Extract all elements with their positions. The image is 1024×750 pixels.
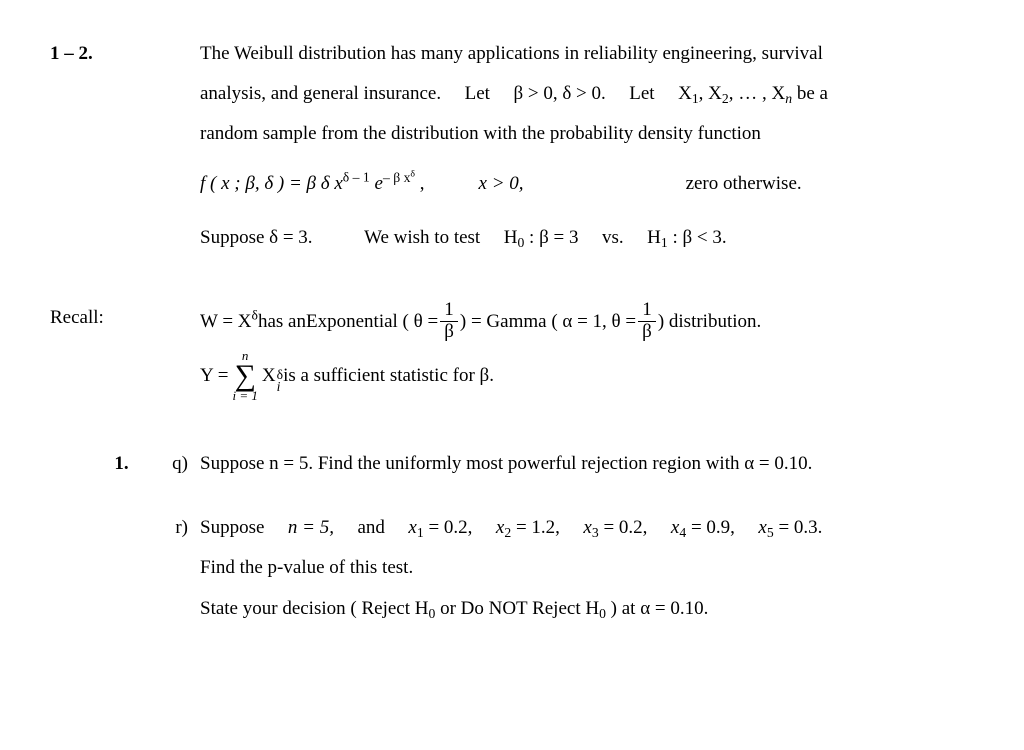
pdf-cond: x > 0, [479,166,524,202]
gamma-text: ) = Gamma ( α = 1, θ = [460,304,636,340]
sum-lower: i = 1 [232,389,257,402]
pdf-e: e [370,173,383,194]
label-r: r) [175,517,188,538]
pdf-exp2sup: δ [410,168,415,179]
r-l1b: n = 5, [288,517,334,538]
r-line3: State your decision ( Reject H 0 or Do NO… [200,591,974,627]
frac2: 1 β [638,300,656,343]
r-l3-sub0b: 0 [599,606,606,621]
part-r-row: r) Suppose n = 5, and x1 = 0.2, x2 = 1.2… [50,510,974,630]
recall-label: Recall: [50,300,200,336]
seq-x2: , X [699,83,722,104]
has-an: has an [258,304,306,340]
suppose-b: We wish to test [364,227,480,248]
h1-body: : β < 3. [668,227,727,248]
x1s: 1 [417,525,424,540]
pdf-exp1: δ – 1 [343,170,370,185]
intro-line1: The Weibull distribution has many applic… [200,36,974,72]
seq-dots: , … , X [729,83,785,104]
recall-body: W = Xδ has an Exponential ( θ = 1 β ) = … [200,300,974,406]
xi-x: X [262,365,276,386]
recall-row: Recall: W = Xδ has an Exponential ( θ = … [50,300,974,406]
vs: vs. [602,227,624,248]
x3v: = 0.2, [599,517,648,538]
sum-symbol: n ∑ i = 1 [232,349,257,402]
h0-h: H [504,227,518,248]
intro-line2-let2: Let [629,83,654,104]
h1-sub: 1 [661,235,668,250]
h1: H1 : β < 3. [647,227,727,248]
r-l1c: and [357,517,384,538]
h1-h: H [647,227,661,248]
intro-line2-let: Let [465,83,490,104]
x5s: 5 [767,525,774,540]
seq-x1: X [678,83,692,104]
r-l3a: State your decision ( Reject H [200,598,428,619]
label-q: q) [172,453,188,474]
problem-intro: The Weibull distribution has many applic… [200,36,974,260]
xi-term: Xδi [262,358,283,394]
x3s: 3 [592,525,599,540]
pdf-comma: , [420,173,425,194]
intro-line3: random sample from the distribution with… [200,116,974,152]
frac2-den: β [638,322,656,343]
r-l3c: ) at α = 0.10. [606,598,708,619]
problem-number: 1 – 2. [50,36,200,72]
part-q-body: Suppose n = 5. Find the uniformly most p… [200,446,974,482]
w-pre: W = X [200,311,252,332]
frac1-den: β [440,322,458,343]
part-q-row: 1. q) Suppose n = 5. Find the uniformly … [50,446,974,482]
intro-seq: X1, X2, … , Xn [678,83,797,104]
pdf-fx: f ( x ; β, δ ) = β δ x [200,173,343,194]
intro-line2a: analysis, and general insurance. [200,83,441,104]
part-r-label: r) [50,510,200,546]
r-l1a: Suppose [200,517,264,538]
x1l: x [408,517,416,538]
frac2-num: 1 [638,300,656,322]
intro-seq-tail: be a [797,83,828,104]
recall-w: W = Xδ has an Exponential ( θ = 1 β ) = … [200,300,974,343]
exp-text: Exponential ( θ = [306,304,438,340]
x4v: = 0.9, [686,517,735,538]
x2v: = 1.2, [511,517,560,538]
label-one: 1. [114,453,128,474]
r-line1: Suppose n = 5, and x1 = 0.2, x2 = 1.2, x… [200,510,974,546]
part-q-label: 1. q) [50,446,200,482]
pdf-exp2: – β x [383,170,410,185]
suff-text: is a sufficient statistic for β. [283,358,494,394]
frac1: 1 β [440,300,458,343]
intro-cond: β > 0, δ > 0. [513,83,605,104]
pdf-line: f ( x ; β, δ ) = β δ xδ – 1 e– β xδ , x … [200,166,974,202]
y-pre: Y = [200,358,228,394]
x5v: = 0.3. [774,517,823,538]
part-r-body: Suppose n = 5, and x1 = 0.2, x2 = 1.2, x… [200,510,974,630]
suppose-line: Suppose δ = 3. We wish to test H0 : β = … [200,220,974,256]
x3l: x [583,517,591,538]
h0-body: : β = 3 [524,227,578,248]
frac1-num: 1 [440,300,458,322]
h0: H0 : β = 3 [504,227,584,248]
intro-line2: analysis, and general insurance. Let β >… [200,76,974,112]
x1v: = 0.2, [424,517,473,538]
pdf-otherwise: zero otherwise. [686,166,802,202]
recall-y: Y = n ∑ i = 1 Xδi is a sufficient statis… [200,349,974,402]
problem-header: 1 – 2. The Weibull distribution has many… [50,36,974,260]
x5l: x [758,517,766,538]
dist-text: ) distribution. [658,304,761,340]
r-line2: Find the p-value of this test. [200,550,974,586]
suppose-a: Suppose δ = 3. [200,227,313,248]
r-l3b: or Do NOT Reject H [435,598,599,619]
q-text: Suppose n = 5. Find the uniformly most p… [200,453,812,474]
